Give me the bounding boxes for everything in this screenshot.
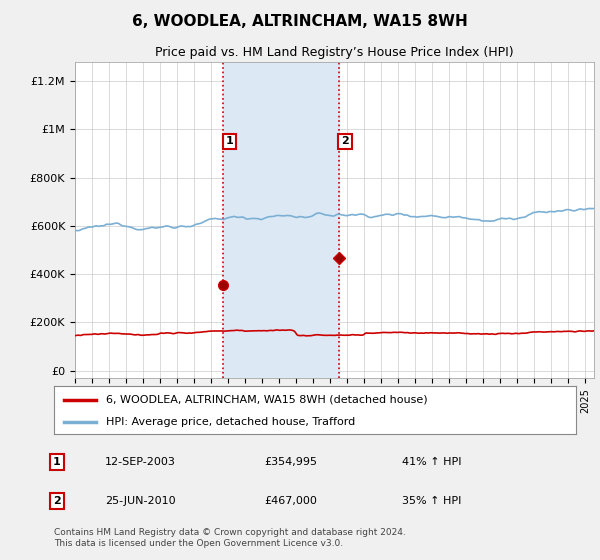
Text: 2: 2 <box>53 496 61 506</box>
Title: Price paid vs. HM Land Registry’s House Price Index (HPI): Price paid vs. HM Land Registry’s House … <box>155 46 514 59</box>
Text: £467,000: £467,000 <box>264 496 317 506</box>
Text: HPI: Average price, detached house, Trafford: HPI: Average price, detached house, Traf… <box>106 417 355 427</box>
Text: £354,995: £354,995 <box>264 457 317 467</box>
Bar <box>223 62 338 378</box>
Text: 35% ↑ HPI: 35% ↑ HPI <box>402 496 461 506</box>
Text: 12-SEP-2003: 12-SEP-2003 <box>105 457 176 467</box>
Text: 1: 1 <box>53 457 61 467</box>
Text: Contains HM Land Registry data © Crown copyright and database right 2024.
This d: Contains HM Land Registry data © Crown c… <box>54 528 406 548</box>
Text: 6, WOODLEA, ALTRINCHAM, WA15 8WH (detached house): 6, WOODLEA, ALTRINCHAM, WA15 8WH (detach… <box>106 395 428 405</box>
Text: 25-JUN-2010: 25-JUN-2010 <box>105 496 176 506</box>
Text: 1: 1 <box>226 136 233 146</box>
Text: 2: 2 <box>341 136 349 146</box>
Text: 41% ↑ HPI: 41% ↑ HPI <box>402 457 461 467</box>
Text: 6, WOODLEA, ALTRINCHAM, WA15 8WH: 6, WOODLEA, ALTRINCHAM, WA15 8WH <box>132 14 468 29</box>
